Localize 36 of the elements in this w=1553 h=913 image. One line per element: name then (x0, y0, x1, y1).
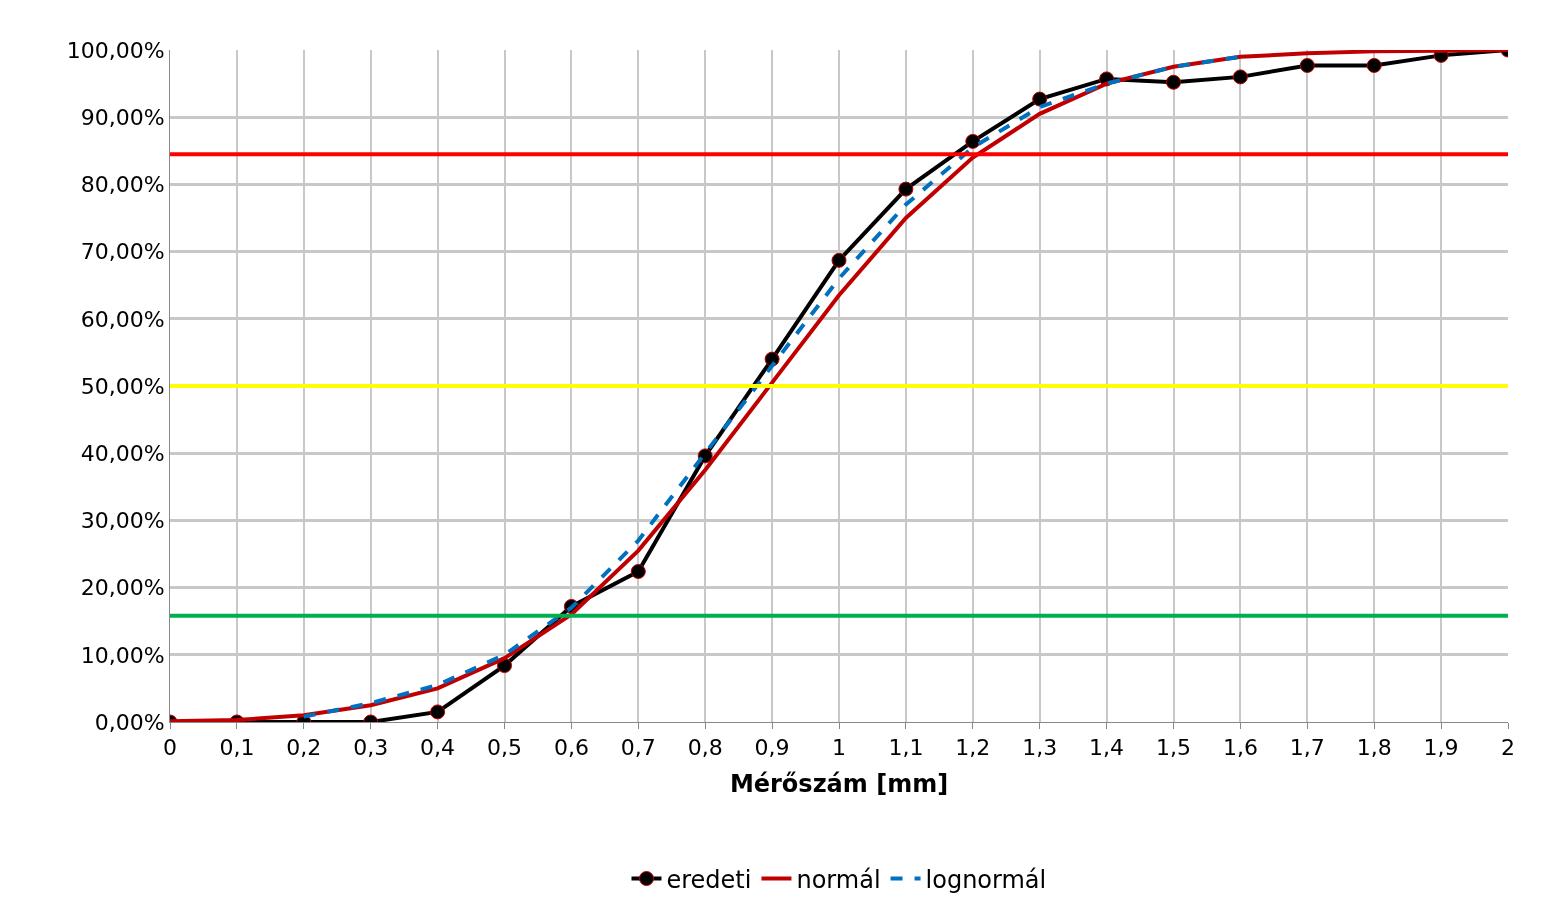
x-tick-label: 0,3 (353, 735, 389, 761)
x-tick-label: 0,2 (286, 735, 322, 761)
y-tick-label: 40,00% (80, 440, 165, 466)
x-tick-label: 0,1 (219, 735, 255, 761)
y-tick-label: 90,00% (80, 104, 165, 130)
x-tick-label: 1,3 (1022, 735, 1058, 761)
y-tick-label: 30,00% (80, 508, 165, 534)
x-tick-label: 0,7 (620, 735, 656, 761)
y-tick-label: 20,00% (80, 575, 165, 601)
y-tick-label: 70,00% (80, 239, 165, 265)
x-tick-label: 1,7 (1289, 735, 1325, 761)
x-axis-title: Mérőszám [mm] (729, 769, 949, 798)
x-tick-label: 0,8 (687, 735, 723, 761)
x-tick-label: 0,6 (553, 735, 589, 761)
legend-label: eredeti (666, 865, 752, 894)
y-tick-label: 0,00% (94, 709, 165, 735)
y-tick-label: 80,00% (80, 172, 165, 198)
x-tick-label: 1,8 (1356, 735, 1392, 761)
x-tick-label: 1,9 (1423, 735, 1459, 761)
y-tick-label: 100,00% (66, 37, 165, 63)
y-tick-label: 60,00% (80, 306, 165, 332)
legend-label: normál (796, 865, 881, 894)
x-tick-label: 0,5 (487, 735, 522, 761)
y-tick-label: 50,00% (80, 373, 165, 399)
legend-label: lognormál (925, 865, 1047, 894)
x-tick-label: 0,4 (420, 735, 456, 761)
x-tick-label: 1 (832, 735, 846, 761)
x-tick-label: 1,4 (1089, 735, 1125, 761)
y-tick-label: 10,00% (80, 642, 165, 668)
x-tick-label: 1,5 (1156, 735, 1191, 761)
x-tick-label: 1,6 (1222, 735, 1258, 761)
x-tick-label: 1,1 (888, 735, 924, 761)
x-tick-label: 1,2 (955, 735, 991, 761)
x-tick-label: 2 (1501, 735, 1515, 761)
x-tick-label: 0,9 (754, 735, 790, 761)
x-tick-label: 0 (163, 735, 177, 761)
